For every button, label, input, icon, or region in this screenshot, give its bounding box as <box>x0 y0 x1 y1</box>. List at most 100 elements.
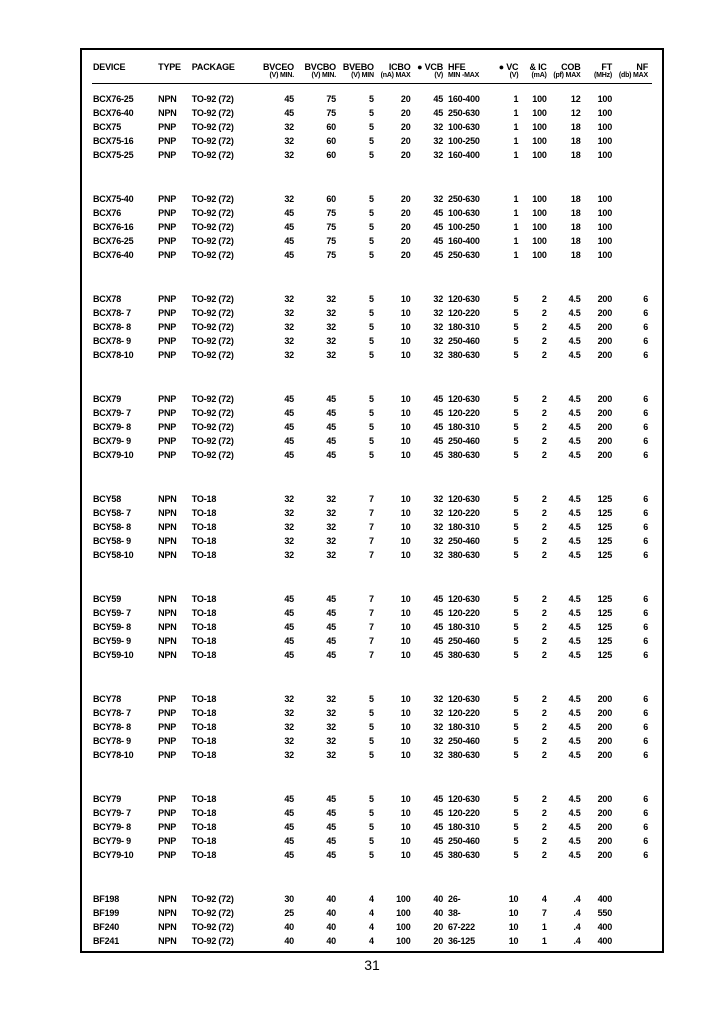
cell-bvebo: 5 <box>340 392 378 406</box>
cell-nf: 6 <box>616 506 652 520</box>
cell-icbo: 10 <box>378 820 415 834</box>
cell-vc: 5 <box>496 706 522 720</box>
cell-package: TO-92 (72) <box>191 892 256 906</box>
cell-vc: 5 <box>496 434 522 448</box>
cell-vcb: 45 <box>415 820 448 834</box>
cell-bvceo: 40 <box>256 934 298 948</box>
cell-type: NPN <box>157 92 191 106</box>
sub-vcb: (V) <box>415 72 448 84</box>
cell-type: PNP <box>157 248 191 262</box>
cell-bvebo: 5 <box>340 348 378 362</box>
cell-ft: 400 <box>585 920 617 934</box>
cell-ic: 100 <box>522 248 550 262</box>
cell-nf <box>616 948 652 953</box>
cell-bvceo: 45 <box>256 606 298 620</box>
cell-vcb: 45 <box>415 248 448 262</box>
cell-ft: 260 <box>585 948 617 953</box>
cell-ic: 2 <box>522 792 550 806</box>
cell-vcb: 32 <box>415 720 448 734</box>
cell-device: BCX76-40 <box>92 106 157 120</box>
cell-ft: 200 <box>585 692 617 706</box>
cell-bvcbo: 45 <box>298 392 340 406</box>
cell-vcb: 32 <box>415 192 448 206</box>
sub-bvcbo: (V) MIN. <box>298 72 340 84</box>
cell-bvebo: 7 <box>340 548 378 562</box>
cell-type: PNP <box>157 220 191 234</box>
cell-hfe: 250-460 <box>447 434 496 448</box>
hdr-device: DEVICE <box>92 62 157 72</box>
cell-ft: 200 <box>585 820 617 834</box>
cell-device: BCX76-40 <box>92 248 157 262</box>
cell-hfe: 160-400 <box>447 148 496 162</box>
cell-vcb: 45 <box>415 420 448 434</box>
cell-type: NPN <box>157 620 191 634</box>
cell-icbo: 10 <box>378 292 415 306</box>
cell-bvebo: 5 <box>340 734 378 748</box>
cell-device: BCY58- 7 <box>92 506 157 520</box>
cell-ft: 400 <box>585 892 617 906</box>
table-row: BCX78PNPTO-92 (72)323251032120-630524.52… <box>92 292 652 306</box>
cell-hfe: 250-630 <box>447 106 496 120</box>
cell-hfe: 120-630 <box>447 492 496 506</box>
cell-ft: 100 <box>585 248 617 262</box>
cell-ft: 200 <box>585 292 617 306</box>
cell-package: TO-92 (72) <box>191 320 256 334</box>
cell-ic: 2 <box>522 306 550 320</box>
cell-vc: 1 <box>496 234 522 248</box>
cell-type: PNP <box>157 834 191 848</box>
cell-bvebo: 4 <box>340 892 378 906</box>
cell-icbo: 100 <box>378 934 415 948</box>
cell-device: BCX75-16 <box>92 134 157 148</box>
cell-icbo: 20 <box>378 192 415 206</box>
cell-cob: 4.5 <box>551 692 585 706</box>
cell-bvceo: 32 <box>256 720 298 734</box>
cell-vcb: 45 <box>415 848 448 862</box>
cell-bvcbo: 75 <box>298 106 340 120</box>
table-row: BCY59- 8NPNTO-18454571045180-310524.5125… <box>92 620 652 634</box>
table-head: DEVICE TYPE PACKAGE BVCEO BVCBO BVEBO IC… <box>92 62 652 84</box>
cell-package: TO-18 <box>191 734 256 748</box>
cell-hfe: 250-460 <box>447 634 496 648</box>
cell-icbo: 10 <box>378 534 415 548</box>
cell-hfe: 180-310 <box>447 620 496 634</box>
table-row: BF199NPNTO-92 (72)254041004038-107.4550 <box>92 906 652 920</box>
cell-ic: 1 <box>522 934 550 948</box>
cell-nf: 6 <box>616 348 652 362</box>
cell-ft: 125 <box>585 548 617 562</box>
cell-vc: 5 <box>496 506 522 520</box>
cell-vcb: 45 <box>415 206 448 220</box>
cell-package: TO-92 (72) <box>191 148 256 162</box>
cell-vc: 5 <box>496 648 522 662</box>
table-row: BCY58- 9NPNTO-18323271032250-460524.5125… <box>92 534 652 548</box>
cell-device: BF241 <box>92 934 157 948</box>
cell-vcb: 32 <box>415 534 448 548</box>
cell-hfe: 67-220 <box>447 948 496 953</box>
table-row: BCY78- 9PNPTO-18323251032250-460524.5200… <box>92 734 652 748</box>
table-row: BCX76-25PNPTO-92 (72)457552045160-400110… <box>92 234 652 248</box>
cell-ft: 200 <box>585 434 617 448</box>
cell-type: NPN <box>157 648 191 662</box>
cell-bvcbo: 32 <box>298 506 340 520</box>
cell-device: BCX76-16 <box>92 220 157 234</box>
cell-vcb: 32 <box>415 506 448 520</box>
cell-type: PNP <box>157 820 191 834</box>
cell-bvebo: 5 <box>340 192 378 206</box>
cell-package: TO-92 (72) <box>191 192 256 206</box>
cell-device: BF198 <box>92 892 157 906</box>
cell-bvcbo: 75 <box>298 248 340 262</box>
cell-vc: 1 <box>496 120 522 134</box>
page: DEVICE TYPE PACKAGE BVCEO BVCBO BVEBO IC… <box>0 0 720 1012</box>
cell-device: BCX75-25 <box>92 148 157 162</box>
cell-vc: 5 <box>496 320 522 334</box>
table-row: BCY79- 9PNPTO-18454551045250-460524.5200… <box>92 834 652 848</box>
cell-vc: 5 <box>496 634 522 648</box>
cell-bvebo: 5 <box>340 420 378 434</box>
table-row: BCX75-25PNPTO-92 (72)326052032160-400110… <box>92 148 652 162</box>
cell-icbo: 10 <box>378 648 415 662</box>
cell-vcb: 45 <box>415 392 448 406</box>
cell-icbo: 20 <box>378 106 415 120</box>
cell-hfe: 250-630 <box>447 192 496 206</box>
cell-bvceo: 32 <box>256 492 298 506</box>
cell-ft: 200 <box>585 806 617 820</box>
cell-device: BCY59- 7 <box>92 606 157 620</box>
